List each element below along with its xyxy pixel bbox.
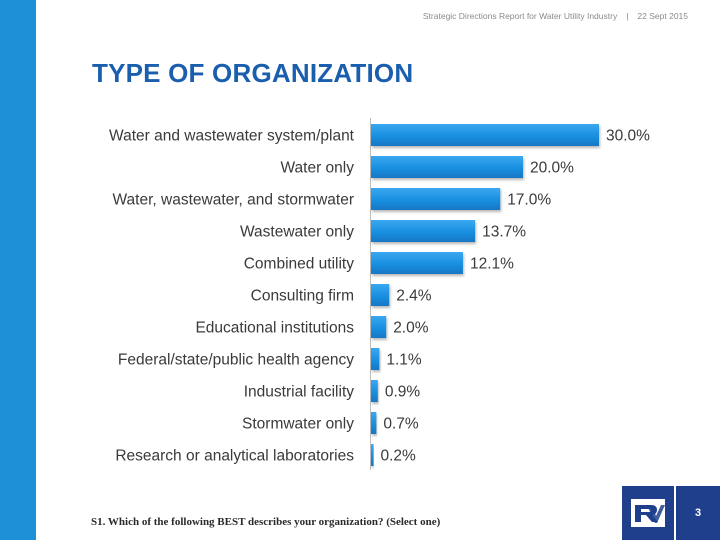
bar xyxy=(371,188,501,210)
category-label: Educational institutions xyxy=(195,320,354,337)
bar xyxy=(371,284,390,306)
page-number: 3 xyxy=(676,486,720,540)
bar xyxy=(371,124,599,146)
rv-logo-icon xyxy=(631,499,665,527)
rv-logo xyxy=(622,486,674,540)
data-label: 17.0% xyxy=(507,192,551,209)
header-separator: | xyxy=(626,11,629,21)
bar xyxy=(371,316,387,338)
data-label: 2.0% xyxy=(393,320,429,337)
data-label: 13.7% xyxy=(482,224,526,241)
bar xyxy=(371,348,380,370)
bar xyxy=(371,252,463,274)
bar xyxy=(371,220,476,242)
data-label: 0.9% xyxy=(385,384,421,401)
data-label: 12.1% xyxy=(470,256,514,273)
category-label: Wastewater only xyxy=(240,224,354,241)
category-label: Water only xyxy=(280,160,354,177)
report-header: Strategic Directions Report for Water Ut… xyxy=(423,11,688,21)
bar xyxy=(371,412,377,434)
report-title: Strategic Directions Report for Water Ut… xyxy=(422,11,618,21)
data-label: 20.0% xyxy=(530,160,574,177)
category-label: Federal/state/public health agency xyxy=(118,352,354,369)
data-label: 0.7% xyxy=(383,416,419,433)
bar xyxy=(371,444,374,466)
left-accent-band xyxy=(0,0,36,540)
category-label: Combined utility xyxy=(244,256,355,273)
bar xyxy=(371,380,378,402)
category-label: Research or analytical laboratories xyxy=(115,448,354,465)
category-label: Stormwater only xyxy=(242,416,354,433)
data-label: 30.0% xyxy=(606,128,650,145)
category-label: Consulting firm xyxy=(251,288,354,305)
category-label: Industrial facility xyxy=(244,384,355,401)
data-label: 1.1% xyxy=(386,352,422,369)
bar xyxy=(371,156,523,178)
category-label: Water, wastewater, and stormwater xyxy=(113,192,355,209)
report-date: 22 Sept 2015 xyxy=(637,11,688,21)
data-label: 0.2% xyxy=(381,448,417,465)
category-label: Water and wastewater system/plant xyxy=(109,128,355,145)
survey-question-footnote: S1. Which of the following BEST describe… xyxy=(91,516,441,528)
data-label: 2.4% xyxy=(396,288,432,305)
page-title: TYPE OF ORGANIZATION xyxy=(92,58,414,88)
